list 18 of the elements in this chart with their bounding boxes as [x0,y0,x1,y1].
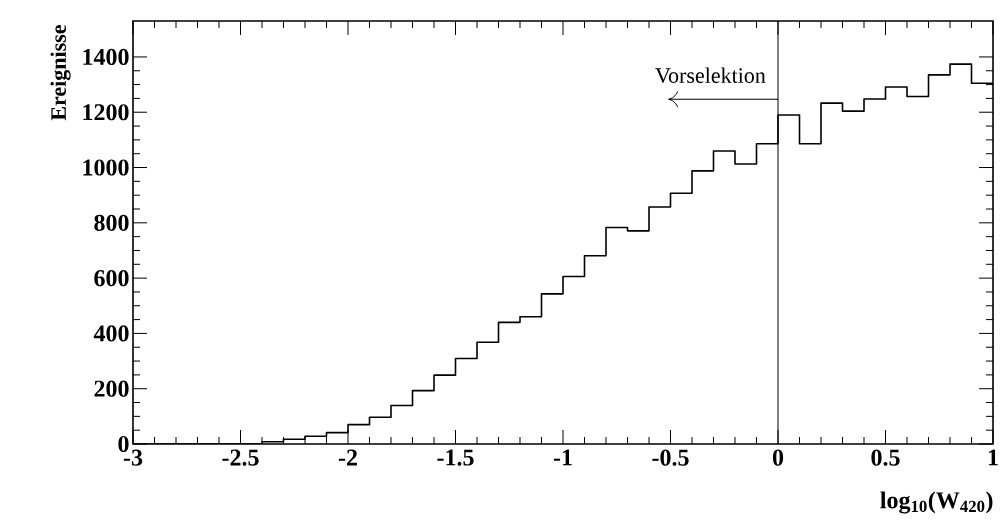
y-tick-label: 1200 [83,104,129,121]
x-tick-label: 0 [772,449,784,466]
x-tick-label: -1 [553,449,572,466]
y-axis-title: Ereignisse [50,25,71,121]
x-tick-label: 0.5 [871,449,900,466]
x-tick-label: -0.5 [652,449,689,466]
y-tick-label: 1400 [83,48,129,66]
x-tick-label: -2.5 [222,449,259,466]
x-axis-title: log$_{10}$(W$_{420}$) [880,491,993,514]
x-tick-label: 1 [988,449,998,466]
y-tick-label: 1000 [83,159,129,176]
y-tick-label: 400 [93,325,129,342]
ref-line-label: Vorselektion [655,67,766,84]
y-tick-label: 800 [94,214,129,231]
y-tick-label: 200 [94,380,129,397]
x-tick-label: -2 [338,449,357,466]
y-tick-label: 600 [94,270,129,287]
x-tick-label: -1.5 [437,449,474,466]
